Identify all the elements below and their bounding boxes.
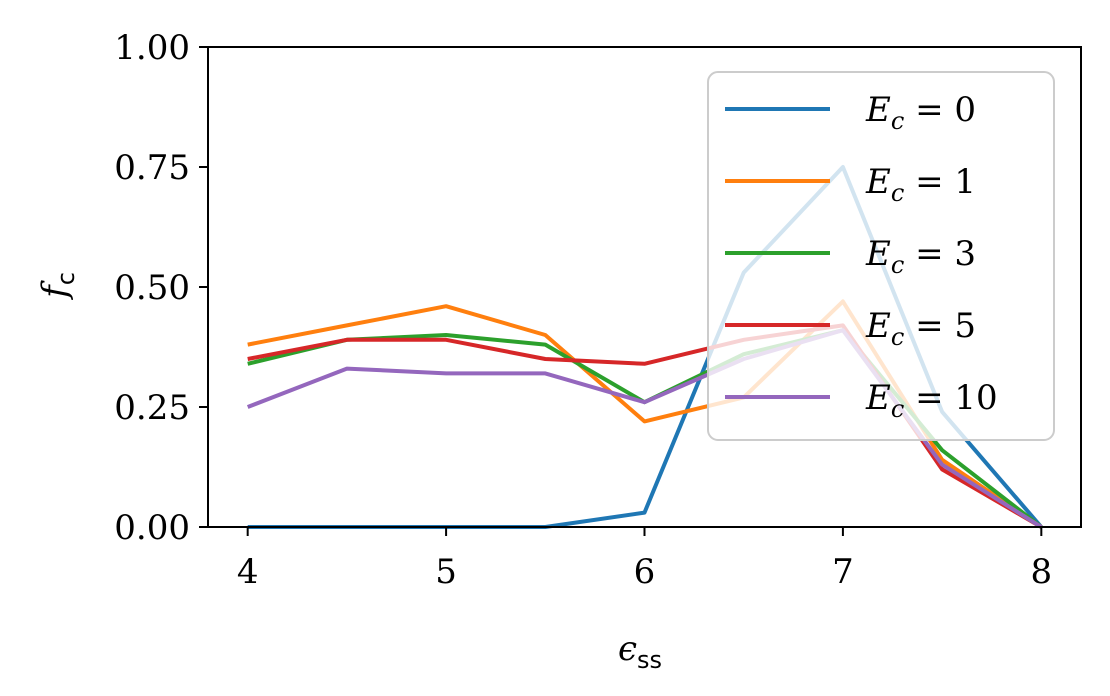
x-axis-label: ϵss — [618, 629, 662, 674]
y-tick-label: 0.75 — [114, 148, 190, 188]
x-tick-label: 5 — [435, 552, 457, 592]
axis-ticks: 4 5 6 7 8 0.00 0.25 0.50 0.75 1.00 — [114, 28, 1052, 592]
legend-label-0: Ec = 0 — [865, 90, 976, 135]
legend-label-2: Ec = 3 — [865, 234, 976, 279]
legend-label-1: Ec = 1 — [865, 162, 976, 207]
y-axis-label: fc — [35, 272, 80, 301]
x-tick-label: 4 — [237, 552, 259, 592]
y-tick-label: 0.50 — [114, 268, 190, 308]
x-tick-label: 8 — [1030, 552, 1052, 592]
legend-label-4: Ec = 10 — [865, 378, 998, 423]
legend-box — [707, 71, 1055, 441]
x-tick-label: 6 — [634, 552, 656, 592]
legend-label-3: Ec = 5 — [865, 306, 976, 351]
y-tick-label: 0.00 — [114, 508, 190, 548]
x-tick-label: 7 — [832, 552, 854, 592]
y-tick-label: 0.25 — [114, 388, 190, 428]
legend: Ec = 0 Ec = 1 Ec = 3 Ec = 5 Ec = 10 — [707, 71, 1055, 441]
y-tick-label: 1.00 — [114, 28, 190, 68]
